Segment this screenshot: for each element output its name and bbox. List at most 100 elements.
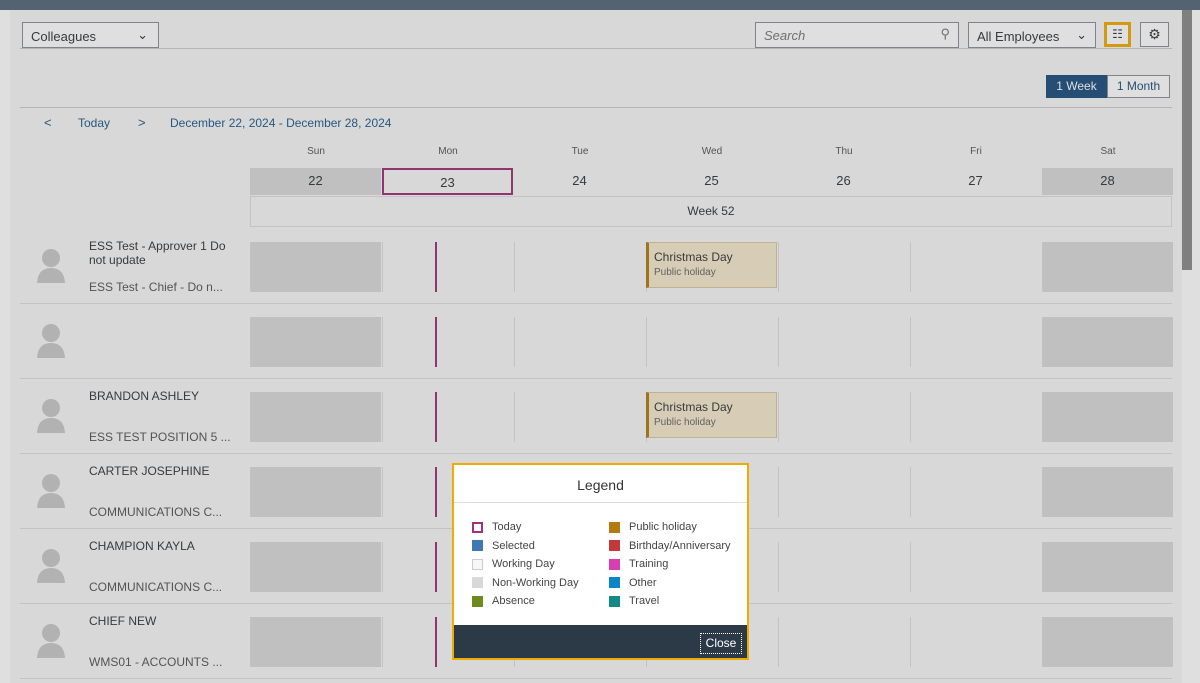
day-cell xyxy=(1042,392,1173,442)
avatar xyxy=(36,397,66,433)
day-cell xyxy=(910,317,1041,367)
day-cell xyxy=(1042,542,1173,592)
holiday-block[interactable] xyxy=(646,392,777,438)
legend-label: Public holiday xyxy=(629,521,697,533)
avatar xyxy=(36,322,66,358)
holiday-block[interactable] xyxy=(646,242,777,288)
day-name: Tue xyxy=(571,146,589,157)
row-divider xyxy=(20,303,1172,304)
day-cell xyxy=(250,392,381,442)
view-select-text: Colleagues xyxy=(31,29,97,44)
day-cell xyxy=(910,617,1041,667)
day-cell xyxy=(778,242,909,292)
employee-position: ESS TEST POSITION 5 ... xyxy=(89,430,231,444)
day-cell xyxy=(778,467,909,517)
avatar xyxy=(36,622,66,658)
legend-item: Travel xyxy=(609,595,659,607)
legend-swatch xyxy=(609,595,620,607)
day-cell xyxy=(778,392,909,442)
day-cell xyxy=(250,242,381,292)
legend-swatch xyxy=(472,521,483,533)
day-cell xyxy=(1042,467,1173,517)
employee-name: CHAMPION KAYLA xyxy=(89,539,195,553)
next-button[interactable]: > xyxy=(138,115,146,130)
holiday-type: Public holiday xyxy=(654,417,716,428)
legend-swatch xyxy=(609,558,620,570)
row-divider xyxy=(20,378,1172,379)
legend-swatch xyxy=(609,540,620,551)
employee-position: COMMUNICATIONS C... xyxy=(89,580,223,594)
holiday-title: Christmas Day xyxy=(654,400,733,414)
legend-button[interactable]: ☷ xyxy=(1104,22,1131,47)
employee-name: ESS Test - Approver 1 Do not update xyxy=(89,239,226,267)
today-marker xyxy=(435,242,437,292)
legend-label: Training xyxy=(629,558,669,570)
avatar-icon xyxy=(37,249,65,283)
employee-name: BRANDON ASHLEY xyxy=(89,389,200,403)
today-marker xyxy=(435,617,437,667)
legend-swatch xyxy=(472,558,483,570)
today-marker xyxy=(435,467,437,517)
search-field[interactable]: Search ⚲ xyxy=(755,22,959,48)
legend-title: Legend xyxy=(577,477,624,493)
day-cell xyxy=(778,317,909,367)
row-divider xyxy=(20,453,1172,454)
day-date: 22 xyxy=(250,168,381,195)
employee-position: COMMUNICATIONS C... xyxy=(89,505,223,519)
week-toggle[interactable]: 1 Week xyxy=(1046,75,1107,98)
today-marker xyxy=(435,317,437,367)
day-date: 27 xyxy=(910,168,1041,195)
legend-label: Birthday/Anniversary xyxy=(629,539,731,552)
legend-swatch xyxy=(472,595,483,607)
close-button[interactable]: Close xyxy=(700,633,742,654)
top-frame xyxy=(0,0,1200,10)
day-date: 26 xyxy=(778,168,909,195)
divider xyxy=(20,48,1172,49)
day-cell xyxy=(382,392,513,442)
legend-item: Today xyxy=(472,521,521,533)
holiday-title: Christmas Day xyxy=(654,250,733,264)
legend-swatch xyxy=(609,521,620,533)
day-cell xyxy=(514,317,645,367)
filter-select-text: All Employees xyxy=(977,29,1060,44)
day-cell xyxy=(1042,242,1173,292)
avatar-icon xyxy=(37,549,65,583)
day-name: Mon xyxy=(438,146,458,157)
legend-label: Today xyxy=(492,521,522,533)
legend-item: Birthday/Anniversary xyxy=(609,540,731,552)
view-select[interactable]: Colleagues ⌄ xyxy=(22,22,159,48)
legend-swatch xyxy=(472,577,483,588)
search-placeholder: Search xyxy=(764,28,806,43)
month-toggle[interactable]: 1 Month xyxy=(1107,75,1170,98)
today-button[interactable]: Today xyxy=(78,116,111,130)
row-divider xyxy=(20,678,1172,679)
prev-button[interactable]: < xyxy=(44,115,52,130)
legend-label: Working Day xyxy=(492,558,555,570)
date-range: December 22, 2024 - December 28, 2024 xyxy=(170,116,392,130)
employee-name: CHIEF NEW xyxy=(89,614,157,628)
legend-label: Travel xyxy=(629,595,660,607)
filter-select[interactable]: All Employees ⌄ xyxy=(968,22,1096,48)
week-row: Week 52 xyxy=(250,196,1172,227)
divider xyxy=(454,502,747,503)
divider xyxy=(20,107,1172,108)
day-cell xyxy=(382,242,513,292)
day-cell xyxy=(382,317,513,367)
employee-position: WMS01 - ACCOUNTS ... xyxy=(89,655,223,669)
day-cell xyxy=(250,542,381,592)
legend-item: Public holiday xyxy=(609,521,697,533)
day-cell xyxy=(778,617,909,667)
legend-item: Other xyxy=(609,577,657,589)
avatar-icon xyxy=(37,474,65,508)
avatar xyxy=(36,547,66,583)
legend-dialog: Legend Close Today Selected Working Day Non… xyxy=(452,463,749,660)
day-name: Sat xyxy=(1100,146,1116,157)
day-cell xyxy=(646,317,777,367)
day-cell xyxy=(910,242,1041,292)
legend-label: Absence xyxy=(492,595,535,607)
day-date: 23 xyxy=(382,168,513,195)
settings-button[interactable]: ⚙ xyxy=(1140,22,1169,47)
legend-item: Training xyxy=(609,558,668,570)
avatar-icon xyxy=(37,324,65,358)
day-name: Thu xyxy=(835,146,853,157)
